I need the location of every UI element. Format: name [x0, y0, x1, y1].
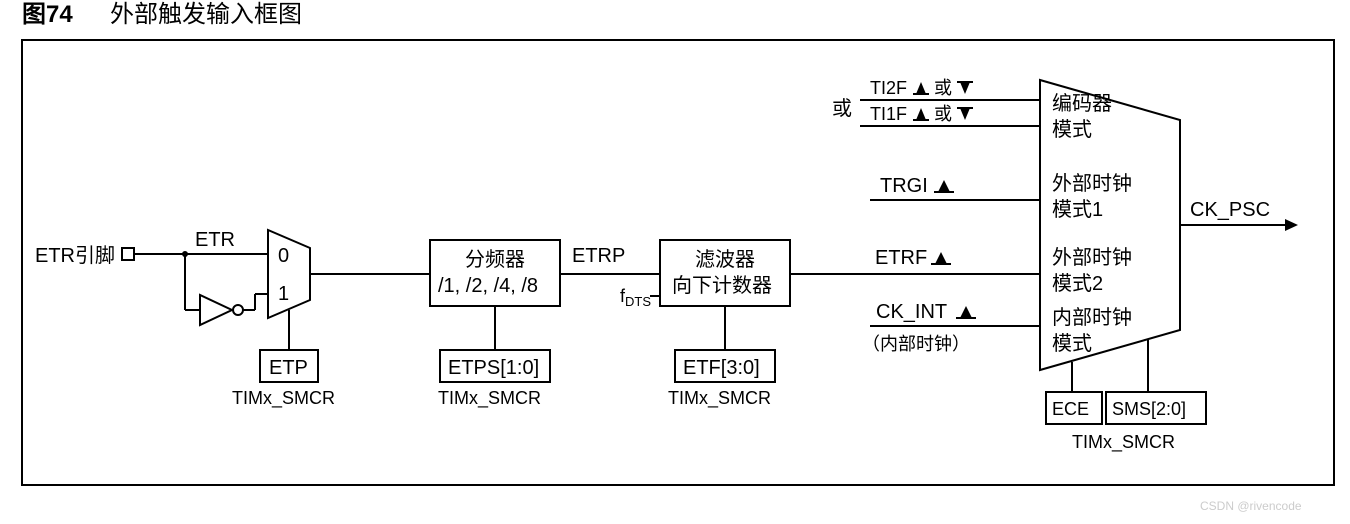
timx-smcr-2: TIMx_SMCR [438, 388, 541, 409]
timx-smcr-3: TIMx_SMCR [668, 388, 771, 409]
svg-text:1: 1 [278, 283, 289, 305]
watermark: CSDN @rivencode [1200, 499, 1302, 513]
arrow-ckpsc [1285, 219, 1298, 231]
etf-label: ETF[3:0] [683, 357, 760, 379]
edge-icons-ti1f: 或 [913, 104, 973, 124]
svg-text:或: 或 [934, 104, 952, 124]
filter-l1: 滤波器 [695, 248, 755, 271]
divider-l2: /1, /2, /4, /8 [438, 275, 538, 297]
svg-text:0: 0 [278, 245, 289, 267]
etr-pin-label: ETR引脚 [35, 244, 115, 267]
ti1f-label: TI1F [870, 104, 907, 124]
etps-label: ETPS[1:0] [448, 357, 539, 379]
sms-label: SMS[2:0] [1112, 399, 1186, 419]
edge-icons-ti2f: 或 [913, 78, 973, 98]
ti2f-label: TI2F [870, 78, 907, 98]
edge-icon-trgi [934, 180, 954, 192]
edge-icon-ckint [956, 306, 976, 318]
timx-smcr-1: TIMx_SMCR [232, 388, 335, 409]
ece-label: ECE [1052, 399, 1089, 419]
mode-int-l1: 内部时钟 [1052, 306, 1132, 329]
etrf-label: ETRF [875, 247, 927, 269]
fig-number: 图74 [22, 1, 73, 28]
etrp-label: ETRP [572, 245, 625, 267]
inverter-icon [185, 294, 268, 325]
mux-polarity: 0 1 [268, 230, 310, 318]
fig-title: 外部触发输入框图 [110, 1, 302, 28]
timx-smcr-4: TIMx_SMCR [1072, 432, 1175, 453]
fdts-label: fDTS [620, 286, 651, 309]
etr-pin-pad [122, 248, 134, 260]
node-dot [182, 251, 188, 257]
mode-ext1-l2: 模式1 [1052, 198, 1103, 221]
or-label: 或 [832, 97, 852, 120]
mode-enc-l2: 模式 [1052, 118, 1092, 141]
mode-ext2-l2: 模式2 [1052, 272, 1103, 295]
svg-text:或: 或 [934, 78, 952, 98]
etr-label: ETR [195, 229, 235, 251]
trgi-label: TRGI [880, 175, 928, 197]
ckint-label: CK_INT [876, 301, 947, 323]
mode-ext1-l1: 外部时钟 [1052, 172, 1132, 195]
mode-enc-l1: 编码器 [1052, 92, 1112, 115]
divider-l1: 分频器 [465, 248, 525, 271]
mode-int-l2: 模式 [1052, 332, 1092, 355]
ckpsc-label: CK_PSC [1190, 199, 1270, 221]
etp-label: ETP [269, 357, 308, 379]
mode-ext2-l1: 外部时钟 [1052, 246, 1132, 269]
ckint-note: （内部时钟） [862, 334, 970, 354]
edge-icon-etrf [931, 252, 951, 264]
filter-l2: 向下计数器 [672, 274, 772, 297]
